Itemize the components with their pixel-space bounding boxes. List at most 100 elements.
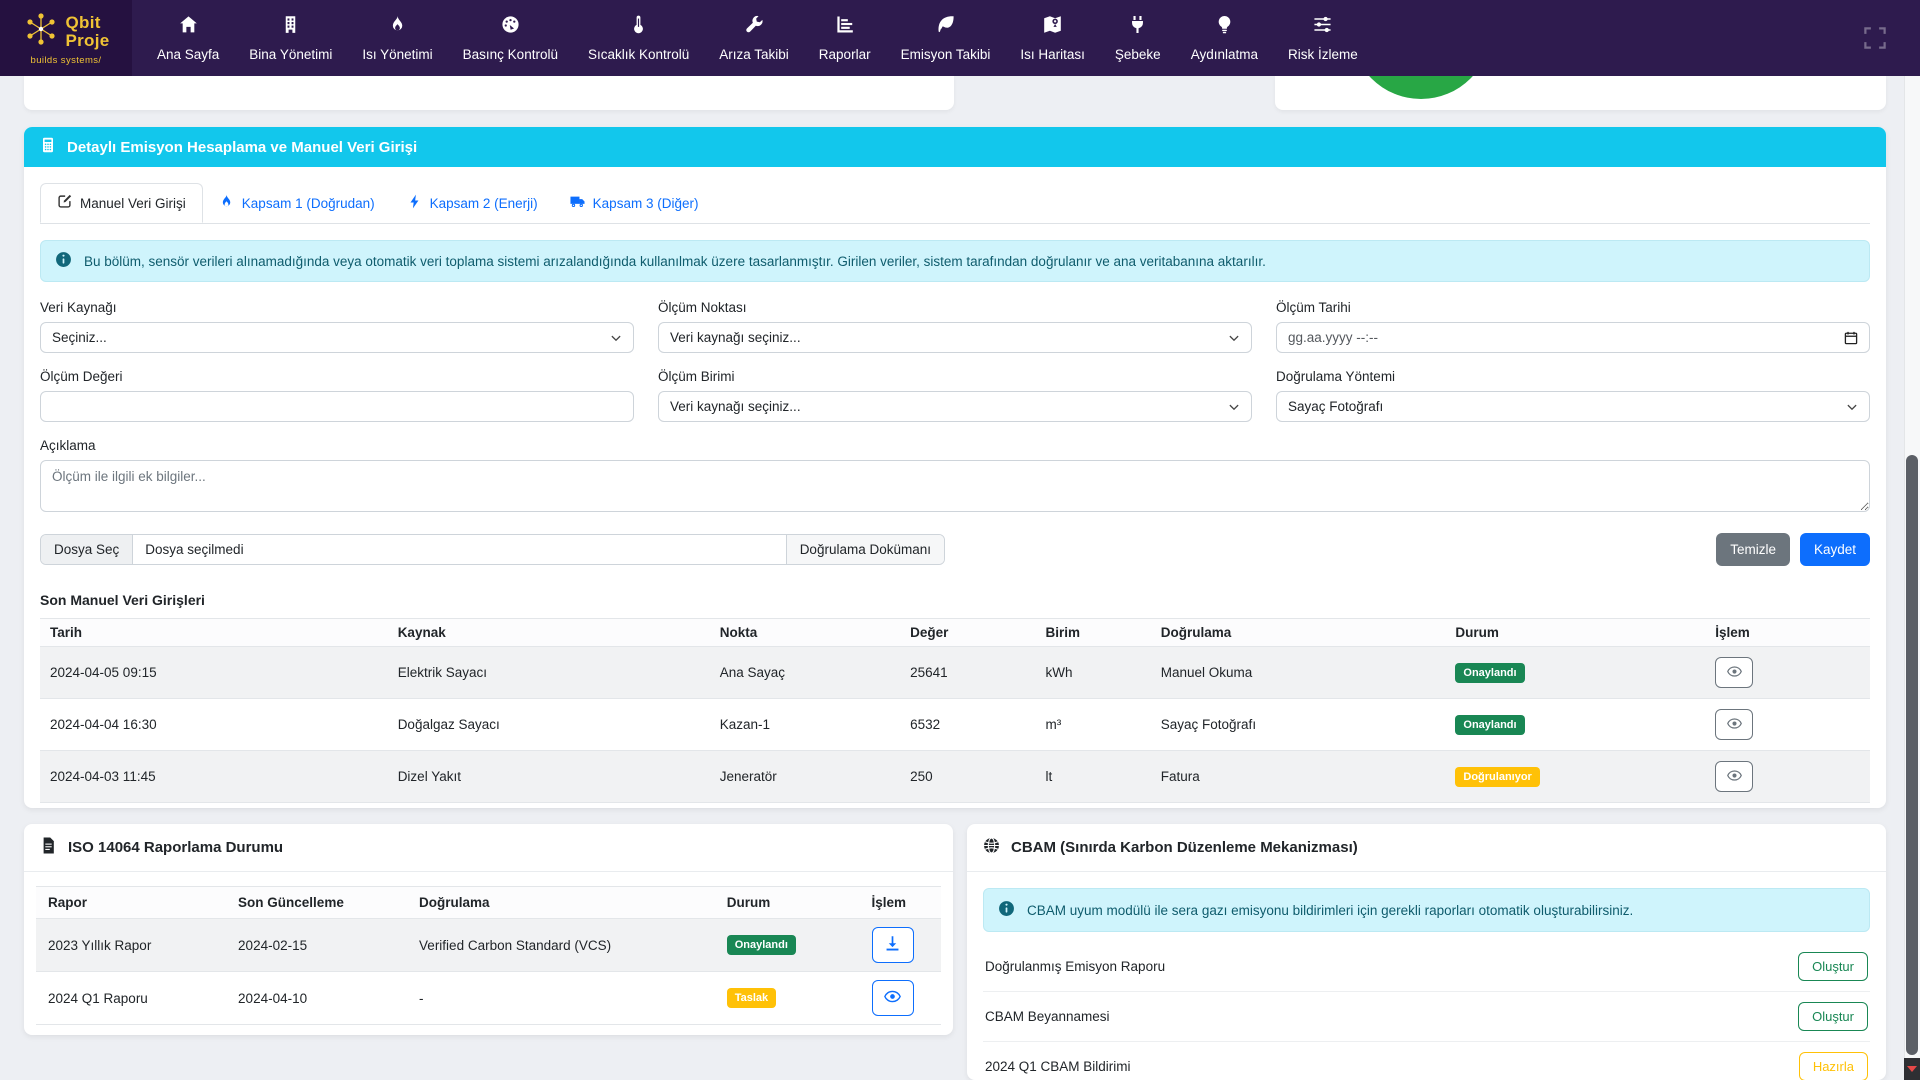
table-row: 2024-04-03 11:45 Dizel Yakıt Jeneratör 2… (40, 750, 1870, 803)
col-durum: Durum (1445, 618, 1706, 647)
map-icon (1043, 15, 1062, 39)
nav-item-sicaklik-kontrolu[interactable]: Sıcaklık Kontrolü (573, 15, 704, 62)
cell-rapor: 2023 Yıllık Rapor (36, 918, 227, 972)
tab-kapsam-3[interactable]: Kapsam 3 (Diğer) (554, 183, 715, 223)
cbam-item-label: Doğrulanmış Emisyon Raporu (985, 959, 1166, 974)
thermometer-icon (629, 15, 648, 39)
nav-item-emisyon-takibi[interactable]: Emisyon Takibi (886, 15, 1006, 62)
cbam-card-title: CBAM (Sınırda Karbon Düzenleme Mekanizma… (1011, 839, 1358, 856)
tab-kapsam-1[interactable]: Kapsam 1 (Doğrudan) (203, 183, 391, 223)
view-entry-button[interactable] (1715, 709, 1754, 740)
eye-icon (1726, 768, 1742, 786)
nav-item-label: Arıza Takibi (719, 46, 789, 62)
brand-name-bottom: Proje (65, 30, 110, 50)
partial-card-right (1275, 76, 1886, 110)
chevron-down-icon (1228, 332, 1240, 344)
col-birim: Birim (1035, 618, 1151, 647)
iso-reporting-card: ISO 14064 Raporlama Durumu Rapor Son Gün… (24, 824, 953, 1035)
bolt-icon (407, 194, 422, 212)
olcum-tarihi-label: Ölçüm Tarihi (1276, 300, 1351, 315)
tab-label: Manuel Veri Girişi (80, 195, 186, 211)
status-badge: Taslak (726, 988, 777, 1008)
olcum-tarihi-input[interactable]: gg.aa.yyyy --:-- (1276, 322, 1870, 353)
olcum-noktasi-select[interactable]: Veri kaynağı seçiniz... (658, 322, 1252, 353)
olcum-noktasi-label: Ölçüm Noktası (658, 300, 747, 315)
select-value: Seçiniz... (52, 330, 107, 345)
tab-label: Kapsam 2 (Enerji) (429, 195, 538, 211)
emission-tabs: Manuel Veri Girişi Kapsam 1 (Doğrudan) K… (40, 183, 1870, 224)
cell-rapor: 2024 Q1 Raporu (36, 971, 227, 1025)
table-header-row: Tarih Kaynak Nokta Değer Birim Doğrulama… (40, 618, 1870, 647)
nav-item-isi-yonetimi[interactable]: Isı Yönetimi (347, 15, 447, 62)
table-row: 2024-04-04 16:30 Doğalgaz Sayacı Kazan-1… (40, 698, 1870, 751)
emission-card-header: Detaylı Emisyon Hesaplama ve Manuel Veri… (24, 127, 1886, 167)
list-item: 2024 Q1 CBAM Bildirimi Hazırla (983, 1042, 1870, 1080)
generate-declaration-button[interactable]: Oluştur (1798, 1002, 1868, 1031)
cell-deger: 250 (900, 750, 1036, 803)
nav-item-sebeke[interactable]: Şebeke (1100, 15, 1176, 62)
file-browse-button[interactable]: Dosya Seç (41, 535, 134, 564)
flame-icon (388, 15, 407, 39)
nav-item-raporlar[interactable]: Raporlar (804, 15, 886, 62)
partial-card-left (24, 76, 954, 110)
cbam-alert-text: CBAM uyum modülü ile sera gazı emisyonu … (1027, 902, 1634, 918)
nav-item-risk-izleme[interactable]: Risk İzleme (1273, 15, 1373, 62)
lightbulb-icon (1215, 15, 1234, 39)
olcum-degeri-label: Ölçüm Değeri (40, 369, 123, 384)
cell-birim: lt (1035, 750, 1151, 803)
nav-item-label: Aydınlatma (1190, 46, 1258, 62)
emission-calculation-card: Detaylı Emisyon Hesaplama ve Manuel Veri… (24, 127, 1886, 808)
dogrulama-yontemi-select[interactable]: Sayaç Fotoğrafı (1276, 391, 1870, 422)
fullscreen-icon[interactable] (1864, 27, 1886, 49)
cell-tarih: 2024-04-03 11:45 (40, 750, 388, 803)
nav-item-label: Ana Sayfa (157, 46, 220, 62)
cbam-report-list: Doğrulanmış Emisyon Raporu Oluştur CBAM … (983, 942, 1870, 1080)
nav-item-aydinlatma[interactable]: Aydınlatma (1176, 15, 1273, 62)
tab-kapsam-2[interactable]: Kapsam 2 (Enerji) (391, 183, 554, 223)
col-dogrulama: Doğrulama (407, 886, 715, 919)
save-button[interactable]: Kaydet (1799, 533, 1870, 566)
prepare-notification-button[interactable]: Hazırla (1798, 1052, 1868, 1080)
cell-nokta: Jeneratör (709, 750, 901, 803)
building-icon (281, 15, 300, 39)
nav-item-ariza-takibi[interactable]: Arıza Takibi (704, 15, 804, 62)
view-entry-button[interactable] (1715, 761, 1754, 792)
scroll-down-button[interactable] (1904, 1058, 1920, 1080)
table-header-row: Rapor Son Güncelleme Doğrulama Durum İşl… (36, 886, 941, 919)
nav-item-label: Raporlar (818, 46, 871, 62)
col-islem: İşlem (859, 886, 941, 919)
download-report-button[interactable] (871, 927, 914, 963)
veri-kaynagi-select[interactable]: Seçiniz... (40, 322, 634, 353)
cell-tarih: 2024-04-04 16:30 (40, 698, 388, 751)
aciklama-textarea[interactable] (40, 460, 1870, 512)
top-navbar: Qbit Proje builds systems/ Ana Sayfa Bin… (0, 0, 1920, 76)
main-nav: Ana Sayfa Bina Yönetimi Isı Yönetimi Bas… (132, 0, 1373, 76)
verification-file-input[interactable]: Dosya Seç Dosya seçilmedi Doğrulama Dokü… (40, 534, 945, 565)
info-icon (998, 900, 1015, 920)
calendar-icon[interactable] (1844, 331, 1858, 345)
status-badge: Doğrulanıyor (1455, 766, 1540, 787)
truck-icon (570, 194, 585, 212)
generate-report-button[interactable]: Oluştur (1798, 952, 1868, 981)
clear-button[interactable]: Temizle (1716, 533, 1790, 566)
brand-logo[interactable]: Qbit Proje builds systems/ (0, 0, 132, 76)
col-rapor: Rapor (36, 886, 227, 919)
nav-item-isi-haritasi[interactable]: Isı Haritası (1005, 15, 1100, 62)
sliders-icon (1313, 15, 1332, 39)
scrollbar-thumb[interactable] (1906, 455, 1918, 1055)
gauge-icon (501, 15, 520, 39)
aciklama-label: Açıklama (40, 438, 96, 453)
olcum-birimi-select[interactable]: Veri kaynağı seçiniz... (658, 391, 1252, 422)
bar-chart-icon (835, 15, 854, 39)
nav-item-ana-sayfa[interactable]: Ana Sayfa (142, 15, 234, 62)
olcum-degeri-input[interactable] (40, 391, 634, 422)
cell-kaynak: Doğalgaz Sayacı (387, 698, 710, 751)
table-row: 2024 Q1 Raporu 2024-04-10 - Taslak (36, 971, 941, 1025)
view-entry-button[interactable] (1715, 657, 1754, 688)
nav-item-bina-yonetimi[interactable]: Bina Yönetimi (234, 15, 347, 62)
tab-manuel-veri-girisi[interactable]: Manuel Veri Girişi (40, 183, 203, 223)
qbit-network-icon (22, 10, 60, 53)
view-report-button[interactable] (871, 980, 914, 1016)
nav-item-basinc-kontrolu[interactable]: Basınç Kontrolü (448, 15, 573, 62)
manual-entry-info-alert: Bu bölüm, sensör verileri alınamadığında… (40, 240, 1870, 282)
